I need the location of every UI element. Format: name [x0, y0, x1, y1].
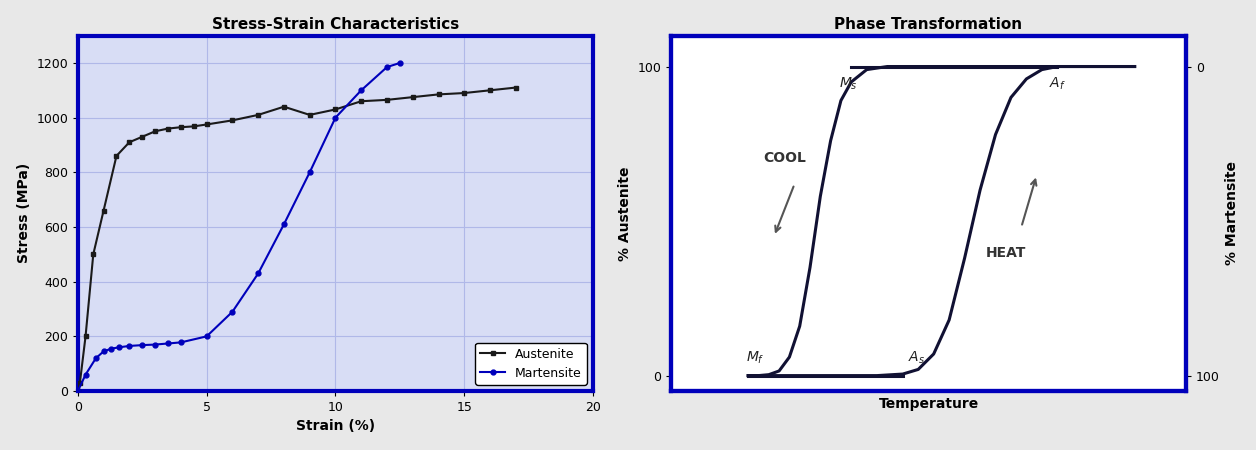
Austenite	[482, 88, 497, 93]
Martensite	[200, 333, 215, 339]
Austenite	[509, 85, 524, 90]
Austenite	[406, 94, 421, 100]
Martensite	[104, 346, 119, 351]
Martensite	[379, 64, 394, 70]
Martensite	[122, 343, 137, 349]
Austenite	[95, 208, 111, 213]
Text: HEAT: HEAT	[986, 246, 1026, 260]
Austenite	[122, 140, 137, 145]
Martensite	[251, 271, 266, 276]
Austenite	[457, 90, 472, 96]
Austenite	[147, 129, 162, 134]
Austenite	[276, 104, 291, 109]
Austenite	[354, 99, 369, 104]
Martensite	[161, 341, 176, 346]
Title: Phase Transformation: Phase Transformation	[834, 17, 1022, 32]
Austenite	[134, 134, 149, 140]
Martensite	[328, 115, 343, 120]
Austenite	[379, 97, 394, 103]
Martensite	[95, 349, 111, 354]
Austenite	[73, 380, 88, 386]
Martensite	[88, 356, 103, 361]
Austenite	[85, 252, 100, 257]
Martensite	[276, 221, 291, 227]
Austenite	[328, 107, 343, 112]
Y-axis label: % Martensite: % Martensite	[1226, 162, 1240, 266]
Martensite	[303, 170, 318, 175]
Austenite	[431, 92, 446, 97]
Text: $M_f$: $M_f$	[746, 350, 764, 366]
Austenite	[173, 125, 188, 130]
Text: $A_s$: $A_s$	[908, 350, 924, 366]
Text: $A_f$: $A_f$	[1049, 76, 1066, 92]
Martensite	[70, 388, 85, 394]
Legend: Austenite, Martensite: Austenite, Martensite	[475, 342, 587, 385]
Martensite	[225, 309, 240, 315]
Austenite	[78, 333, 93, 339]
Line: Martensite: Martensite	[75, 60, 402, 393]
Title: Stress-Strain Characteristics: Stress-Strain Characteristics	[212, 17, 460, 32]
Austenite	[200, 122, 215, 127]
Austenite	[161, 126, 176, 131]
Martensite	[173, 340, 188, 345]
Martensite	[392, 60, 407, 66]
Austenite	[186, 124, 201, 129]
Martensite	[147, 342, 162, 347]
Martensite	[112, 345, 127, 350]
Y-axis label: Stress (MPa): Stress (MPa)	[16, 163, 30, 263]
Martensite	[354, 88, 369, 93]
Austenite	[109, 153, 124, 158]
Austenite	[225, 117, 240, 123]
X-axis label: Temperature: Temperature	[878, 396, 978, 410]
Text: $M_s$: $M_s$	[839, 76, 858, 92]
Line: Austenite: Austenite	[75, 85, 519, 393]
Text: COOL: COOL	[762, 152, 805, 166]
Austenite	[303, 112, 318, 117]
Martensite	[134, 342, 149, 348]
Austenite	[251, 112, 266, 117]
Martensite	[78, 372, 93, 378]
Y-axis label: % Austenite: % Austenite	[618, 166, 632, 261]
X-axis label: Strain (%): Strain (%)	[296, 419, 376, 433]
Austenite	[70, 388, 85, 394]
